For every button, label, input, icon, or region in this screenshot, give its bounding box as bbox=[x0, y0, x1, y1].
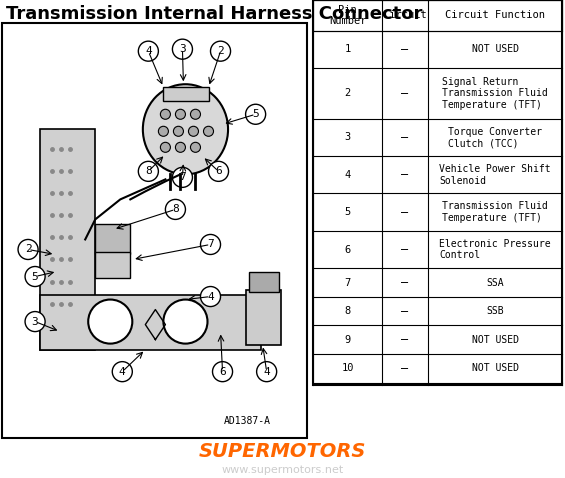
Text: —: — bbox=[401, 87, 408, 100]
Bar bbox=[246, 290, 281, 345]
Text: 7: 7 bbox=[179, 173, 186, 183]
Text: 8: 8 bbox=[345, 306, 351, 316]
Text: Circuit: Circuit bbox=[383, 11, 427, 21]
Text: —: — bbox=[401, 43, 408, 56]
Text: —: — bbox=[401, 168, 408, 181]
Text: Torque Converter
Clutch (TCC): Torque Converter Clutch (TCC) bbox=[448, 127, 542, 148]
Text: 4: 4 bbox=[207, 292, 214, 302]
Circle shape bbox=[138, 41, 158, 61]
Bar bbox=[95, 252, 131, 278]
Circle shape bbox=[88, 300, 132, 344]
Circle shape bbox=[208, 162, 229, 181]
Text: Circuit Function: Circuit Function bbox=[445, 11, 545, 21]
Circle shape bbox=[138, 162, 158, 181]
Text: 10: 10 bbox=[341, 363, 354, 373]
Text: Transmission Internal Harness Connector: Transmission Internal Harness Connector bbox=[6, 5, 423, 23]
Circle shape bbox=[201, 234, 220, 254]
Text: Transmission Fluid
Temperature (TFT): Transmission Fluid Temperature (TFT) bbox=[442, 201, 548, 223]
Text: 7: 7 bbox=[207, 239, 214, 250]
Text: —: — bbox=[401, 131, 408, 144]
Text: 1: 1 bbox=[345, 44, 351, 54]
Text: NOT USED: NOT USED bbox=[472, 335, 519, 345]
Text: 4: 4 bbox=[263, 367, 270, 377]
Text: 2: 2 bbox=[345, 88, 351, 98]
Circle shape bbox=[189, 126, 198, 136]
Text: Signal Return
Transmission Fluid
Temperature (TFT): Signal Return Transmission Fluid Tempera… bbox=[442, 77, 548, 110]
Circle shape bbox=[25, 267, 45, 286]
Text: SUPERMOTORS: SUPERMOTORS bbox=[199, 442, 366, 461]
Circle shape bbox=[201, 286, 220, 306]
Text: www.supermotors.net: www.supermotors.net bbox=[221, 466, 344, 475]
Circle shape bbox=[190, 142, 201, 152]
Text: —: — bbox=[401, 243, 408, 256]
Text: 7: 7 bbox=[345, 278, 351, 288]
Text: NOT USED: NOT USED bbox=[472, 44, 519, 54]
Text: 5: 5 bbox=[345, 207, 351, 217]
Circle shape bbox=[158, 126, 168, 136]
Circle shape bbox=[203, 126, 214, 136]
Text: Pin
Number: Pin Number bbox=[329, 5, 366, 26]
Text: 2: 2 bbox=[25, 244, 32, 254]
Circle shape bbox=[160, 142, 171, 152]
Text: 3: 3 bbox=[32, 316, 38, 326]
Circle shape bbox=[175, 142, 185, 152]
Text: —: — bbox=[401, 206, 408, 218]
Circle shape bbox=[163, 300, 207, 344]
Text: 8: 8 bbox=[145, 166, 152, 176]
Circle shape bbox=[190, 109, 201, 120]
Text: Vehicle Power Shift
Solenoid: Vehicle Power Shift Solenoid bbox=[439, 164, 551, 185]
Text: 8: 8 bbox=[172, 205, 179, 215]
Text: SSB: SSB bbox=[486, 306, 504, 316]
Ellipse shape bbox=[143, 84, 228, 174]
Text: —: — bbox=[401, 304, 408, 317]
Text: 5: 5 bbox=[32, 272, 38, 282]
Text: 3: 3 bbox=[345, 132, 351, 142]
Bar bbox=[313, 0, 562, 385]
Text: —: — bbox=[401, 276, 408, 289]
Text: —: — bbox=[401, 362, 408, 375]
Bar bbox=[40, 294, 260, 349]
Text: 3: 3 bbox=[179, 44, 186, 54]
Bar bbox=[40, 129, 95, 349]
Text: Electronic Pressure
Control: Electronic Pressure Control bbox=[439, 239, 551, 261]
Text: 4: 4 bbox=[345, 170, 351, 180]
Circle shape bbox=[172, 39, 193, 59]
Text: AD1387-A: AD1387-A bbox=[224, 416, 271, 426]
Text: SSA: SSA bbox=[486, 278, 504, 288]
Text: —: — bbox=[401, 333, 408, 346]
Circle shape bbox=[246, 104, 266, 124]
Circle shape bbox=[257, 362, 277, 381]
Circle shape bbox=[25, 312, 45, 332]
Text: 2: 2 bbox=[217, 46, 224, 56]
Circle shape bbox=[166, 199, 185, 219]
Text: 9: 9 bbox=[345, 335, 351, 345]
Text: 6: 6 bbox=[345, 245, 351, 255]
Text: NOT USED: NOT USED bbox=[472, 363, 519, 373]
Circle shape bbox=[175, 109, 185, 120]
Circle shape bbox=[18, 239, 38, 260]
Text: 6: 6 bbox=[219, 367, 226, 377]
Circle shape bbox=[172, 167, 193, 187]
Bar bbox=[249, 272, 279, 292]
Text: 6: 6 bbox=[215, 166, 222, 176]
Circle shape bbox=[173, 126, 184, 136]
Circle shape bbox=[211, 41, 231, 61]
Bar bbox=[95, 225, 131, 254]
Circle shape bbox=[112, 362, 132, 381]
Text: 4: 4 bbox=[119, 367, 125, 377]
Bar bbox=[313, 0, 562, 31]
Circle shape bbox=[160, 109, 171, 120]
Text: 4: 4 bbox=[145, 46, 152, 56]
Circle shape bbox=[212, 362, 233, 381]
Text: 5: 5 bbox=[252, 109, 259, 120]
Bar bbox=[163, 87, 208, 101]
